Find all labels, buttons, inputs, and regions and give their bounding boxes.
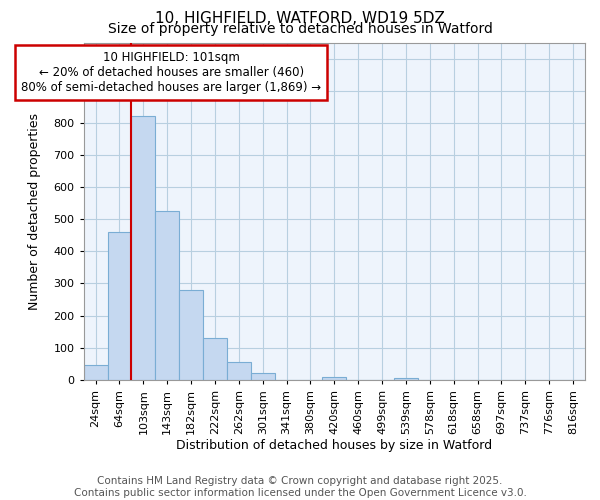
- Bar: [179, 290, 203, 380]
- Bar: [322, 376, 346, 380]
- Text: Contains HM Land Registry data © Crown copyright and database right 2025.
Contai: Contains HM Land Registry data © Crown c…: [74, 476, 526, 498]
- Y-axis label: Number of detached properties: Number of detached properties: [28, 112, 41, 310]
- Bar: [203, 338, 227, 380]
- Bar: [107, 232, 131, 380]
- Bar: [131, 116, 155, 380]
- X-axis label: Distribution of detached houses by size in Watford: Distribution of detached houses by size …: [176, 440, 493, 452]
- Text: Size of property relative to detached houses in Watford: Size of property relative to detached ho…: [107, 22, 493, 36]
- Bar: [155, 211, 179, 380]
- Bar: [394, 378, 418, 380]
- Bar: [251, 372, 275, 380]
- Bar: [83, 366, 107, 380]
- Text: 10 HIGHFIELD: 101sqm
← 20% of detached houses are smaller (460)
80% of semi-deta: 10 HIGHFIELD: 101sqm ← 20% of detached h…: [22, 51, 322, 94]
- Text: 10, HIGHFIELD, WATFORD, WD19 5DZ: 10, HIGHFIELD, WATFORD, WD19 5DZ: [155, 11, 445, 26]
- Bar: [227, 362, 251, 380]
